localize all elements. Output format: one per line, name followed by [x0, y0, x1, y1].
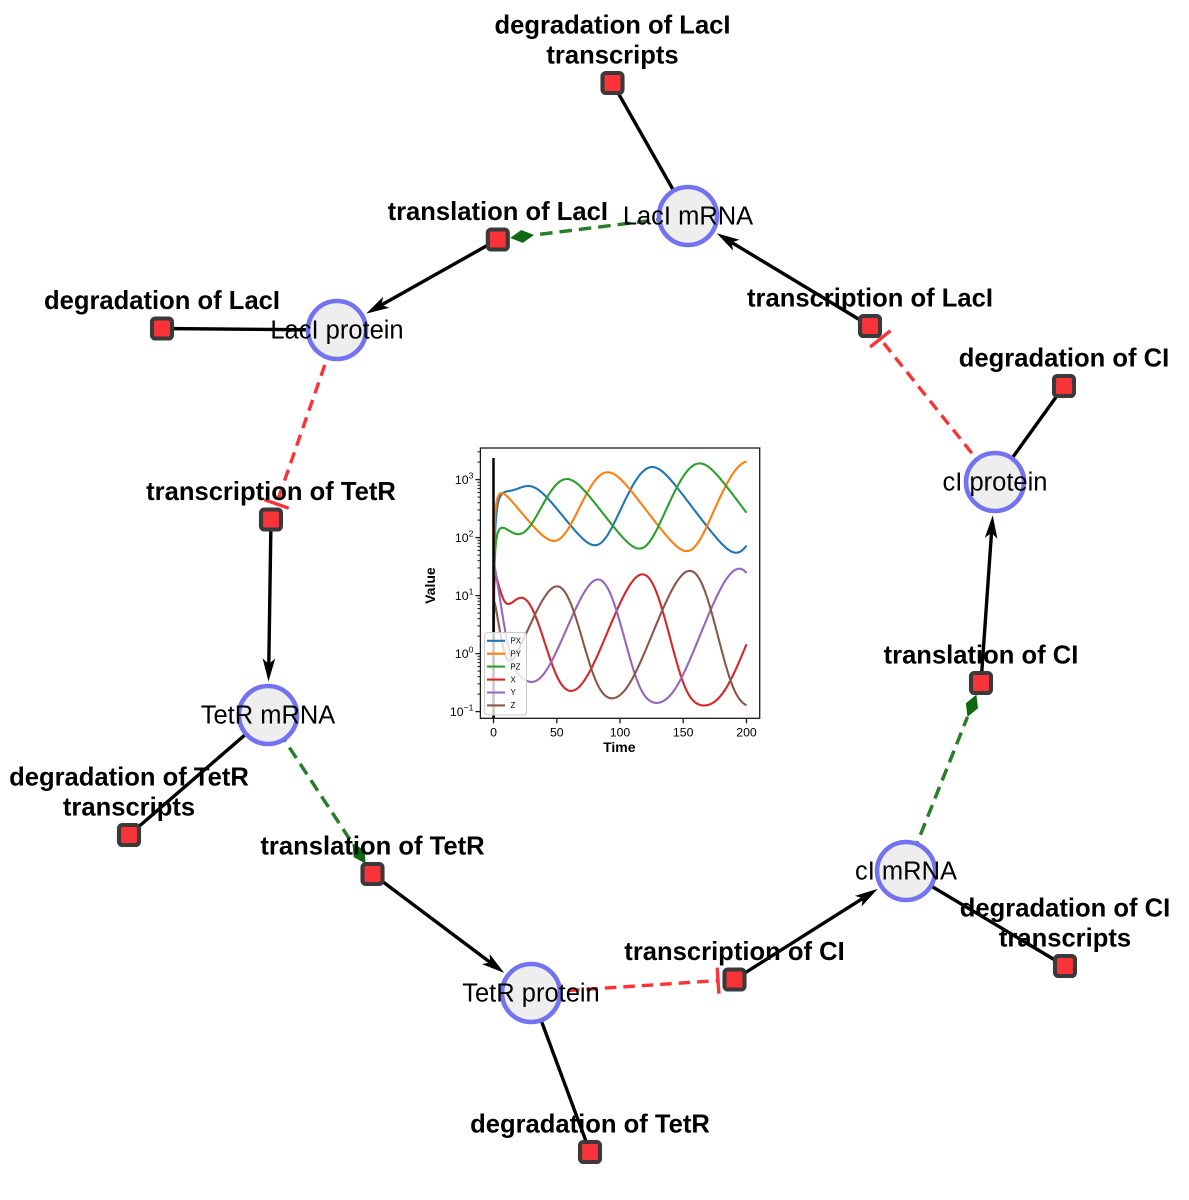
- svg-text:degradation of CI: degradation of CI: [959, 345, 1169, 373]
- svg-text:degradation of LacI: degradation of LacI: [494, 12, 730, 40]
- svg-text:transcription of TetR: transcription of TetR: [146, 478, 396, 506]
- svg-text:transcripts: transcripts: [63, 794, 195, 822]
- svg-text:translation of TetR: translation of TetR: [260, 833, 484, 861]
- svg-text:TetR mRNA: TetR mRNA: [201, 702, 336, 730]
- svg-text:Value: Value: [422, 567, 438, 604]
- svg-text:degradation of TetR: degradation of TetR: [470, 1111, 710, 1139]
- svg-text:Z: Z: [511, 701, 516, 710]
- svg-text:degradation of LacI: degradation of LacI: [44, 287, 280, 315]
- svg-text:X: X: [511, 675, 517, 684]
- svg-text:transcripts: transcripts: [546, 42, 678, 70]
- svg-text:translation of CI: translation of CI: [884, 642, 1079, 670]
- svg-text:PY: PY: [511, 649, 522, 658]
- svg-text:cI protein: cI protein: [943, 469, 1048, 497]
- svg-text:LacI protein: LacI protein: [270, 317, 403, 345]
- svg-text:cI mRNA: cI mRNA: [855, 858, 957, 886]
- svg-text:translation of LacI: translation of LacI: [388, 198, 608, 226]
- svg-text:PZ: PZ: [511, 662, 521, 671]
- svg-text:50: 50: [550, 725, 564, 739]
- svg-text:transcription of CI: transcription of CI: [624, 938, 844, 966]
- svg-text:transcription of LacI: transcription of LacI: [747, 285, 993, 313]
- svg-text:100: 100: [610, 725, 631, 739]
- svg-text:degradation of TetR: degradation of TetR: [9, 764, 249, 792]
- svg-text:0: 0: [490, 725, 497, 739]
- svg-text:Time: Time: [603, 739, 636, 755]
- svg-text:150: 150: [673, 725, 694, 739]
- svg-text:Y: Y: [511, 688, 517, 697]
- svg-text:transcripts: transcripts: [999, 925, 1131, 953]
- svg-text:PX: PX: [511, 637, 522, 646]
- svg-text:TetR protein: TetR protein: [462, 980, 600, 1008]
- svg-text:200: 200: [736, 725, 757, 739]
- svg-text:LacI mRNA: LacI mRNA: [623, 203, 753, 231]
- svg-text:degradation of CI: degradation of CI: [960, 895, 1170, 923]
